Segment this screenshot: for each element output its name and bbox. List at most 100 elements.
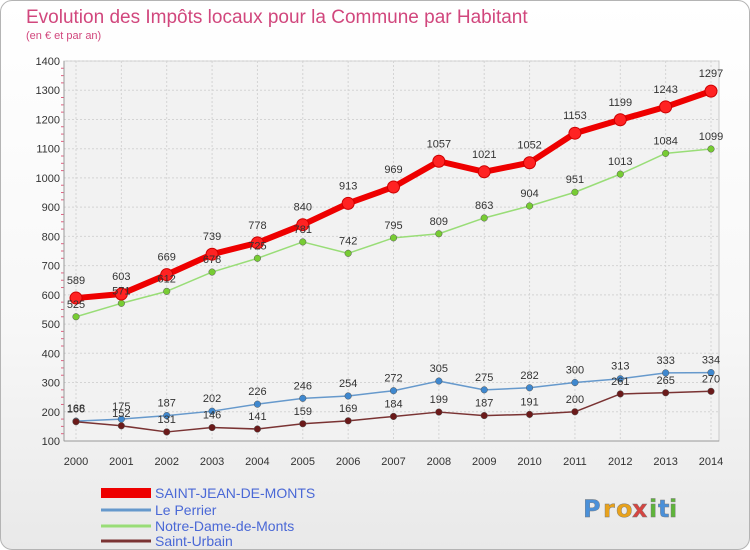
data-label: 809: [430, 216, 448, 228]
data-label: 589: [67, 275, 85, 287]
x-tick-label: 2002: [154, 456, 178, 468]
data-point: [662, 389, 670, 397]
logo-letter: x: [632, 495, 648, 523]
y-tick-label: 1000: [36, 173, 60, 185]
y-tick-label: 600: [42, 290, 60, 302]
data-point: [72, 313, 80, 321]
data-label: 305: [430, 363, 448, 375]
data-point: [208, 268, 216, 276]
data-point: [571, 408, 579, 416]
data-point: [253, 425, 261, 433]
data-point: [435, 230, 443, 238]
data-point: [160, 268, 174, 282]
data-point: [163, 287, 171, 295]
data-label: 191: [520, 396, 538, 408]
data-point: [117, 422, 125, 430]
legend-label: Saint-Urbain: [155, 533, 233, 549]
data-point: [344, 417, 352, 425]
logo-letter: i: [649, 495, 657, 523]
data-point: [432, 154, 446, 168]
data-point: [117, 299, 125, 307]
data-point: [208, 424, 216, 432]
data-point: [389, 234, 398, 242]
x-tick-label: 2012: [608, 456, 632, 468]
data-point: [704, 84, 718, 98]
data-label: 184: [384, 398, 402, 410]
data-label: 261: [611, 376, 629, 388]
data-label: 781: [294, 224, 312, 236]
data-label: 1057: [427, 138, 451, 150]
data-point: [526, 202, 534, 210]
x-tick-label: 2007: [381, 456, 405, 468]
legend-swatch: [101, 524, 151, 528]
data-point: [571, 188, 579, 196]
x-tick-label: 2014: [699, 456, 723, 468]
data-label: 265: [656, 375, 674, 387]
data-label: 840: [294, 202, 312, 214]
data-point: [208, 407, 216, 415]
logo-letter: t: [658, 495, 669, 523]
data-point: [344, 392, 352, 400]
legend-swatch: [101, 488, 151, 498]
data-label: 199: [430, 394, 448, 406]
data-label: 166: [67, 404, 85, 416]
y-tick-label: 500: [42, 319, 60, 331]
legend-label: Le Perrier: [155, 502, 217, 518]
data-label: 725: [248, 240, 266, 252]
y-tick-label: 700: [42, 261, 60, 273]
y-tick-label: 200: [42, 407, 60, 419]
data-point: [616, 390, 624, 398]
x-tick-label: 2004: [245, 456, 269, 468]
data-point: [523, 156, 537, 170]
logo-letter: i: [669, 495, 677, 523]
y-tick-label: 300: [42, 378, 60, 390]
x-tick-label: 2009: [472, 456, 496, 468]
data-label: 669: [158, 252, 176, 264]
data-point: [387, 180, 400, 194]
data-point: [477, 165, 491, 179]
data-point: [253, 400, 261, 408]
data-label: 187: [158, 398, 176, 410]
data-point: [253, 254, 261, 262]
y-tick-label: 1300: [36, 85, 60, 97]
legend-swatch: [101, 539, 151, 543]
data-point: [435, 408, 443, 416]
data-label: 678: [203, 254, 221, 266]
legend-label: Notre-Dame-de-Monts: [155, 518, 294, 534]
data-point: [568, 126, 582, 140]
x-tick-label: 2013: [653, 456, 677, 468]
data-label: 275: [475, 372, 493, 384]
data-label: 612: [158, 273, 176, 285]
logo-letter: o: [616, 495, 633, 523]
y-tick-label: 800: [42, 231, 60, 243]
data-label: 146: [203, 410, 221, 422]
x-tick-label: 2008: [427, 456, 451, 468]
y-tick-label: 1200: [36, 114, 60, 126]
x-tick-label: 2003: [200, 456, 224, 468]
data-label: 1021: [472, 149, 496, 161]
data-point: [299, 394, 307, 402]
data-label: 795: [384, 220, 402, 232]
data-label: 571: [112, 285, 130, 297]
data-point: [662, 149, 670, 157]
chart-title: Evolution des Impôts locaux pour la Comm…: [26, 7, 528, 28]
logo-letter: P: [583, 495, 601, 523]
data-point: [435, 377, 443, 385]
data-label: 1013: [608, 156, 632, 168]
data-point: [344, 249, 352, 257]
data-point: [163, 428, 171, 436]
data-point: [250, 236, 264, 250]
data-point: [571, 378, 579, 387]
data-label: 272: [384, 373, 402, 385]
data-point: [205, 247, 219, 261]
chart-subtitle: (en € et par an): [26, 30, 101, 42]
data-label: 187: [475, 398, 493, 410]
data-label: 1099: [699, 131, 723, 143]
data-label: 742: [339, 235, 357, 247]
data-label: 270: [702, 373, 720, 385]
data-label: 525: [67, 299, 85, 311]
data-label: 1084: [653, 135, 677, 147]
data-label: 313: [611, 361, 629, 373]
